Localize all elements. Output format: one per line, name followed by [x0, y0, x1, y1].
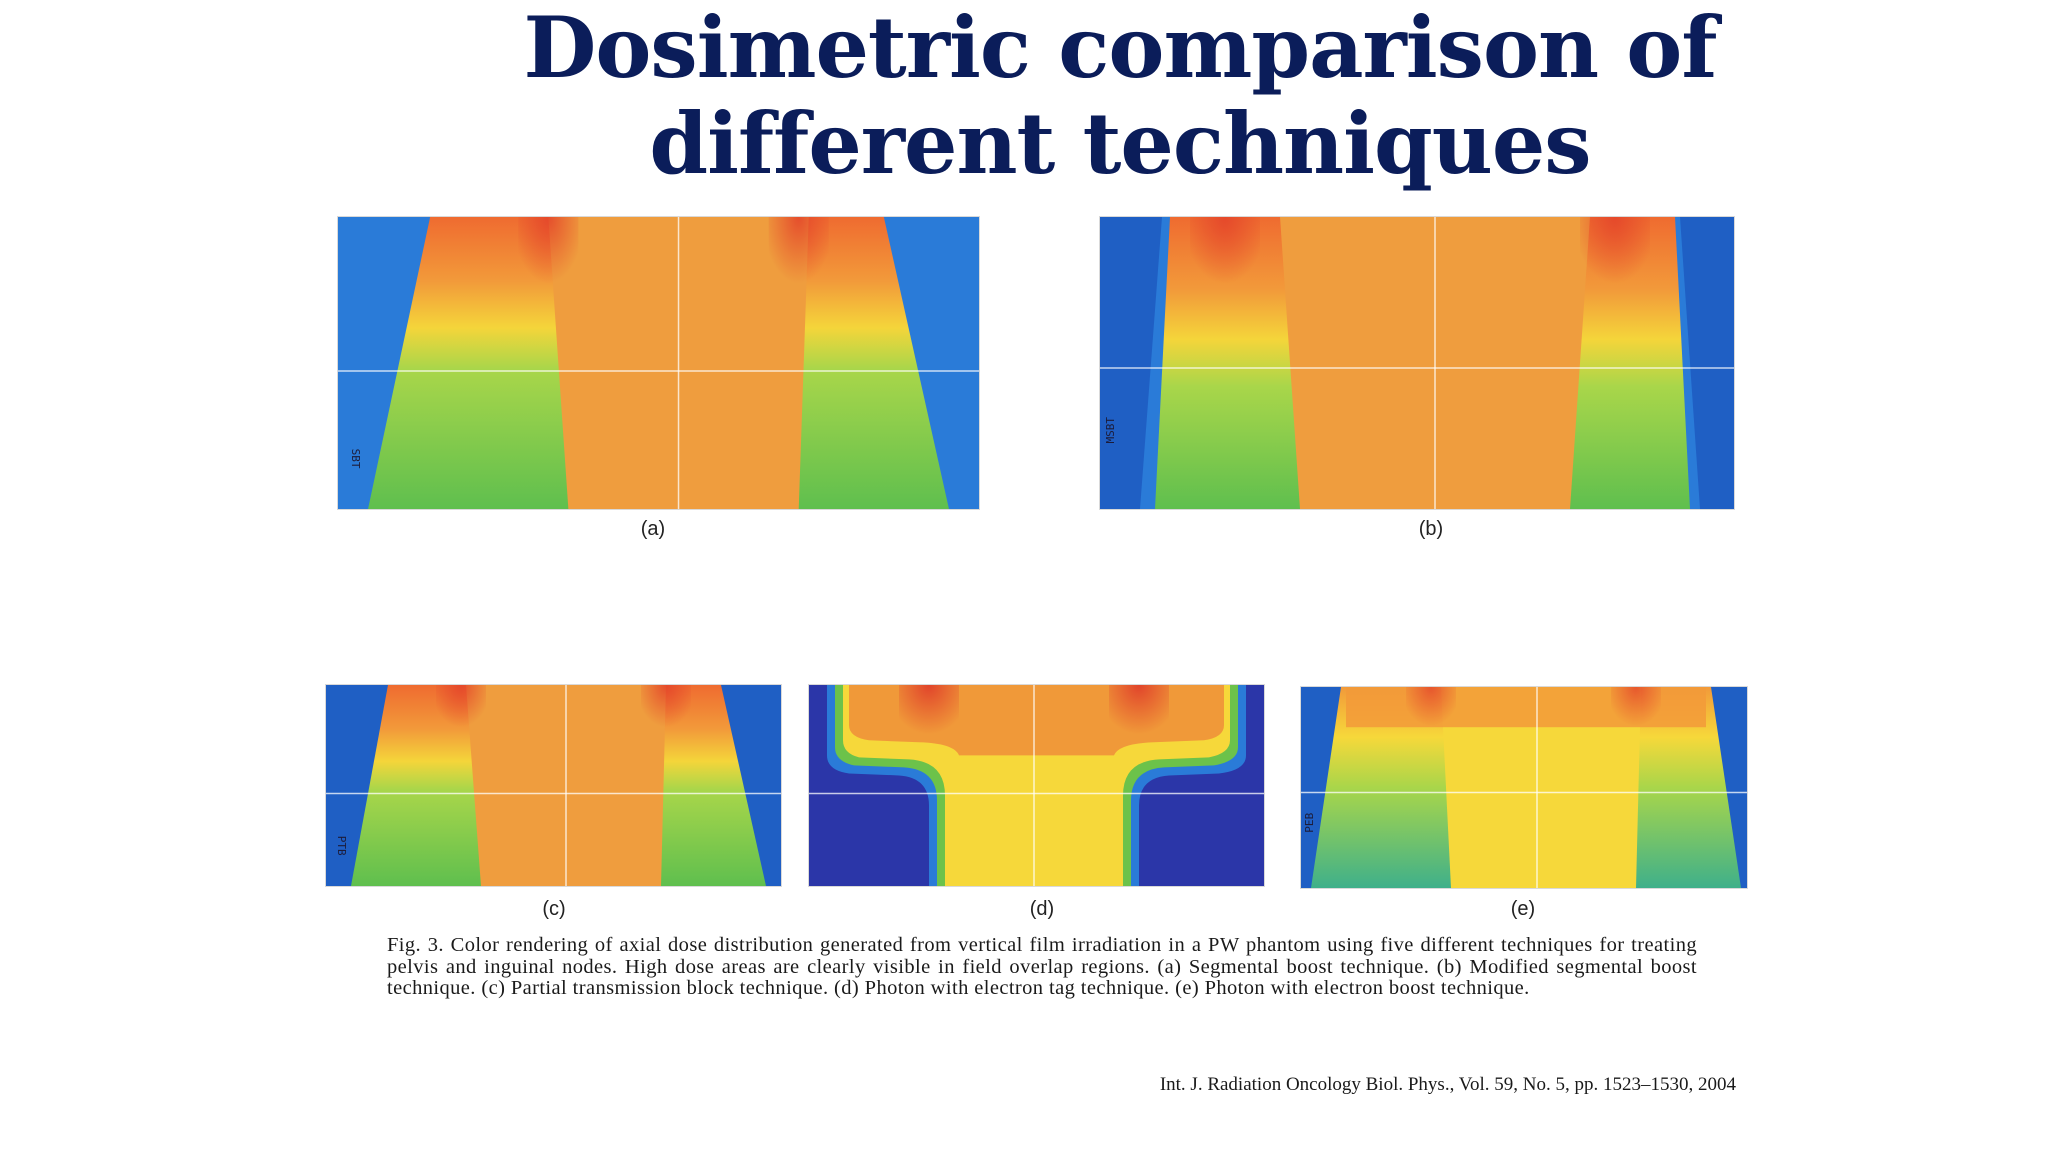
- dose-map-panel-e: PEB: [1301, 687, 1747, 888]
- dose-map-panel-b: MSBT: [1100, 217, 1734, 509]
- dose-map-d-image: [809, 685, 1264, 886]
- dose-map-e-image: PEB: [1301, 687, 1747, 888]
- dose-map-a-image: SBT: [338, 217, 979, 509]
- panel-c-annotation: PTB: [335, 836, 348, 856]
- panel-a-annotation: SBT: [349, 449, 362, 469]
- dose-map-b-image: MSBT: [1100, 217, 1734, 509]
- panel-label-a: (a): [640, 518, 666, 540]
- dose-map-panel-c: PTB: [326, 685, 781, 886]
- journal-citation: Int. J. Radiation Oncology Biol. Phys., …: [1159, 1074, 1736, 1095]
- dose-map-c-image: PTB: [326, 685, 781, 886]
- panel-label-c: (c): [542, 898, 566, 920]
- slide-title: Dosimetric comparison of different techn…: [523, 0, 1718, 193]
- panel-b-annotation: MSBT: [1104, 417, 1117, 444]
- dose-map-panel-a: SBT: [338, 217, 979, 509]
- panel-label-b: (b): [1418, 518, 1444, 540]
- figure-caption: Fig. 3. Color rendering of axial dose di…: [387, 934, 1697, 999]
- dose-map-panel-d: [809, 685, 1264, 886]
- panel-label-e: (e): [1510, 898, 1536, 920]
- panel-e-annotation: PEB: [1303, 812, 1316, 832]
- panel-label-d: (d): [1029, 898, 1055, 920]
